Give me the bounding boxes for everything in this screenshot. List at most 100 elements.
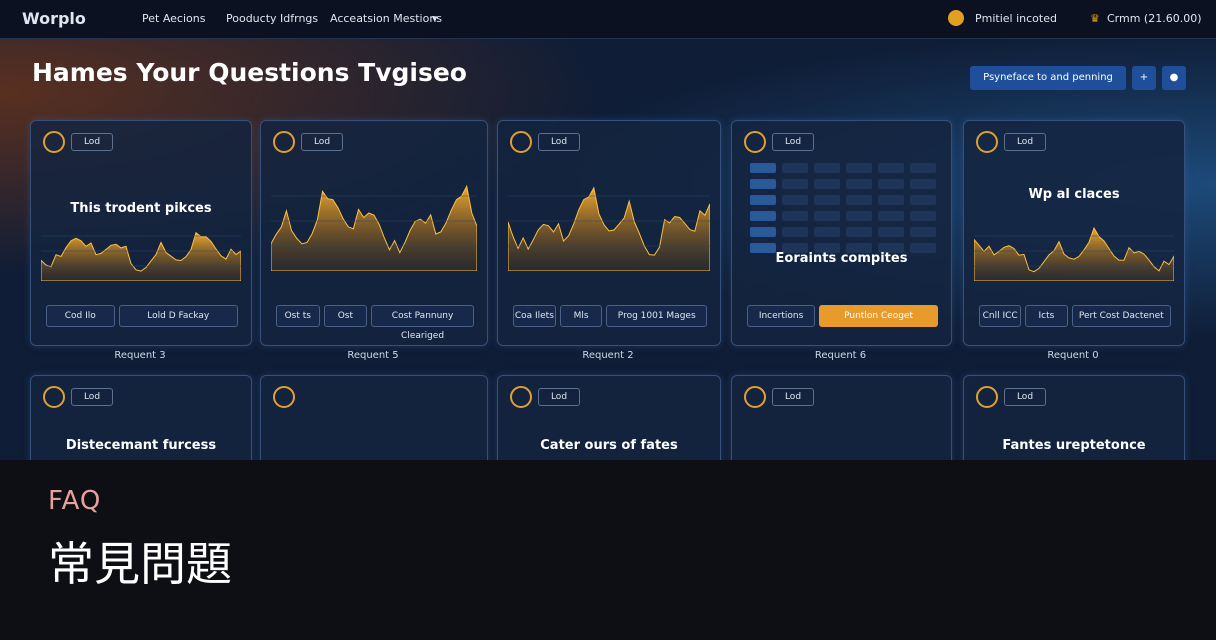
table-cell bbox=[910, 163, 936, 173]
card-badge: Lod bbox=[71, 388, 113, 406]
card: Lod Eoraints compites Incertions Puntlon Ce… bbox=[731, 120, 952, 346]
card-button[interactable]: Coa Ilets bbox=[513, 305, 556, 327]
footer-kicker: FAQ bbox=[48, 486, 102, 516]
card-button[interactable]: Mls bbox=[559, 305, 603, 327]
card-label: Requent 6 bbox=[814, 350, 867, 361]
footer-banner bbox=[0, 460, 1216, 640]
nav-item[interactable]: Acceatsion Mestions bbox=[330, 12, 443, 25]
card-badge: Lod bbox=[301, 133, 343, 151]
card-badge: Lod bbox=[1004, 133, 1046, 151]
table-cell bbox=[846, 179, 872, 189]
chart-area bbox=[974, 226, 1174, 281]
card-button[interactable]: Cost Pannuny Cleariged bbox=[371, 305, 474, 341]
nav-item[interactable]: Pooducty Idfrngs bbox=[226, 12, 319, 25]
table-cell bbox=[750, 163, 776, 173]
card-title: Wp al claces bbox=[1028, 187, 1120, 202]
card: Lod Coa Ilets Mls Prog 1001 Mages bbox=[497, 120, 721, 346]
table-cell bbox=[814, 179, 840, 189]
table-cell bbox=[750, 243, 776, 253]
card-badge: Lod bbox=[772, 388, 814, 406]
table-cell bbox=[814, 163, 840, 173]
card: Lod bbox=[731, 375, 952, 460]
card: Lod Cater ours of fates bbox=[497, 375, 721, 460]
table-cell bbox=[782, 195, 808, 205]
table-cell bbox=[814, 243, 840, 253]
card-icon bbox=[976, 386, 998, 408]
card-icon bbox=[273, 131, 295, 153]
card-badge: Lod bbox=[772, 133, 814, 151]
table-cell bbox=[846, 227, 872, 237]
icon-button[interactable]: + bbox=[1132, 66, 1156, 90]
table-cell bbox=[782, 211, 808, 221]
decorative-chart bbox=[271, 184, 477, 271]
navbar: Worplo Pet Aecions Pooducty Idfrngs Acce… bbox=[0, 0, 1216, 39]
table-cell bbox=[782, 243, 808, 253]
card-title: Cater ours of fates bbox=[540, 438, 678, 453]
card-icon bbox=[744, 131, 766, 153]
card-icon bbox=[43, 386, 65, 408]
nav-item[interactable]: Pet Aecions bbox=[142, 12, 206, 25]
card-button[interactable]: Pert Cost Dactenet bbox=[1071, 305, 1171, 327]
table-cell bbox=[782, 179, 808, 189]
dashboard: Worplo Pet Aecions Pooducty Idfrngs Acce… bbox=[0, 0, 1216, 460]
card-icon bbox=[510, 386, 532, 408]
table-cell bbox=[846, 163, 872, 173]
chart-area bbox=[41, 231, 241, 281]
account[interactable]: Crmm (21.60.00) bbox=[1107, 12, 1202, 25]
card-button[interactable]: Ost ts bbox=[276, 305, 320, 327]
chevron: ▾ bbox=[432, 12, 438, 25]
chart-area bbox=[508, 186, 710, 271]
card-badge: Lod bbox=[1004, 388, 1046, 406]
table-cell bbox=[846, 195, 872, 205]
card-title: Eoraints compites bbox=[775, 251, 908, 266]
card-label: Requent 0 bbox=[1047, 350, 1099, 361]
table-cell bbox=[878, 195, 904, 205]
card-title: This trodent pikces bbox=[70, 201, 212, 216]
card-button[interactable]: Icts bbox=[1025, 305, 1068, 327]
card-icon bbox=[510, 131, 532, 153]
table-cell bbox=[750, 195, 776, 205]
card-icon bbox=[43, 131, 65, 153]
decorative-chart bbox=[974, 226, 1174, 281]
card-icon bbox=[976, 131, 998, 153]
card-button[interactable]: Incertions bbox=[747, 305, 816, 327]
card-badge: Lod bbox=[71, 133, 113, 151]
card: Lod Distecemant furcess bbox=[30, 375, 252, 460]
table-cell bbox=[782, 227, 808, 237]
footer-title: 常見問題 bbox=[48, 537, 232, 591]
table-cell bbox=[910, 243, 936, 253]
card-label: Requent 3 bbox=[114, 350, 166, 361]
primary-button[interactable]: Psyneface to and penning bbox=[970, 66, 1126, 90]
table-cell bbox=[750, 179, 776, 189]
table-cell bbox=[878, 227, 904, 237]
card-button[interactable]: Lold D Fackay bbox=[118, 305, 238, 327]
card-button[interactable]: Ost bbox=[323, 305, 368, 327]
icon-button[interactable]: ● bbox=[1162, 66, 1186, 90]
table-cell bbox=[910, 211, 936, 221]
table-cell bbox=[910, 227, 936, 237]
table-cell bbox=[846, 243, 872, 253]
table-cell bbox=[878, 179, 904, 189]
card: Lod This trodent pikces Cod Ilo Lold D Fack… bbox=[30, 120, 252, 346]
chart-area bbox=[271, 184, 477, 271]
card-icon bbox=[744, 386, 766, 408]
card-badge: Lod bbox=[538, 133, 580, 151]
brand[interactable]: Worplo bbox=[22, 9, 86, 28]
card-button[interactable]: Puntlon Ceoget bbox=[819, 305, 938, 327]
card: Lod Fantes ureptetonce bbox=[963, 375, 1185, 460]
table-cell bbox=[910, 195, 936, 205]
table-cell bbox=[878, 163, 904, 173]
card-button[interactable]: Prog 1001 Mages bbox=[606, 305, 707, 327]
table-cell bbox=[910, 179, 936, 189]
card-button[interactable]: Cnll ICC bbox=[979, 305, 1022, 327]
card-button[interactable]: Cod Ilo bbox=[46, 305, 115, 327]
table-cell bbox=[814, 195, 840, 205]
table-cell bbox=[878, 243, 904, 253]
decorative-chart bbox=[508, 186, 710, 271]
table-cell bbox=[846, 211, 872, 221]
table-cell bbox=[782, 163, 808, 173]
crown-icon: ♛ bbox=[1090, 12, 1100, 25]
status: Pmitiel incoted bbox=[975, 12, 1057, 25]
card-title: Fantes ureptetonce bbox=[1002, 438, 1146, 453]
